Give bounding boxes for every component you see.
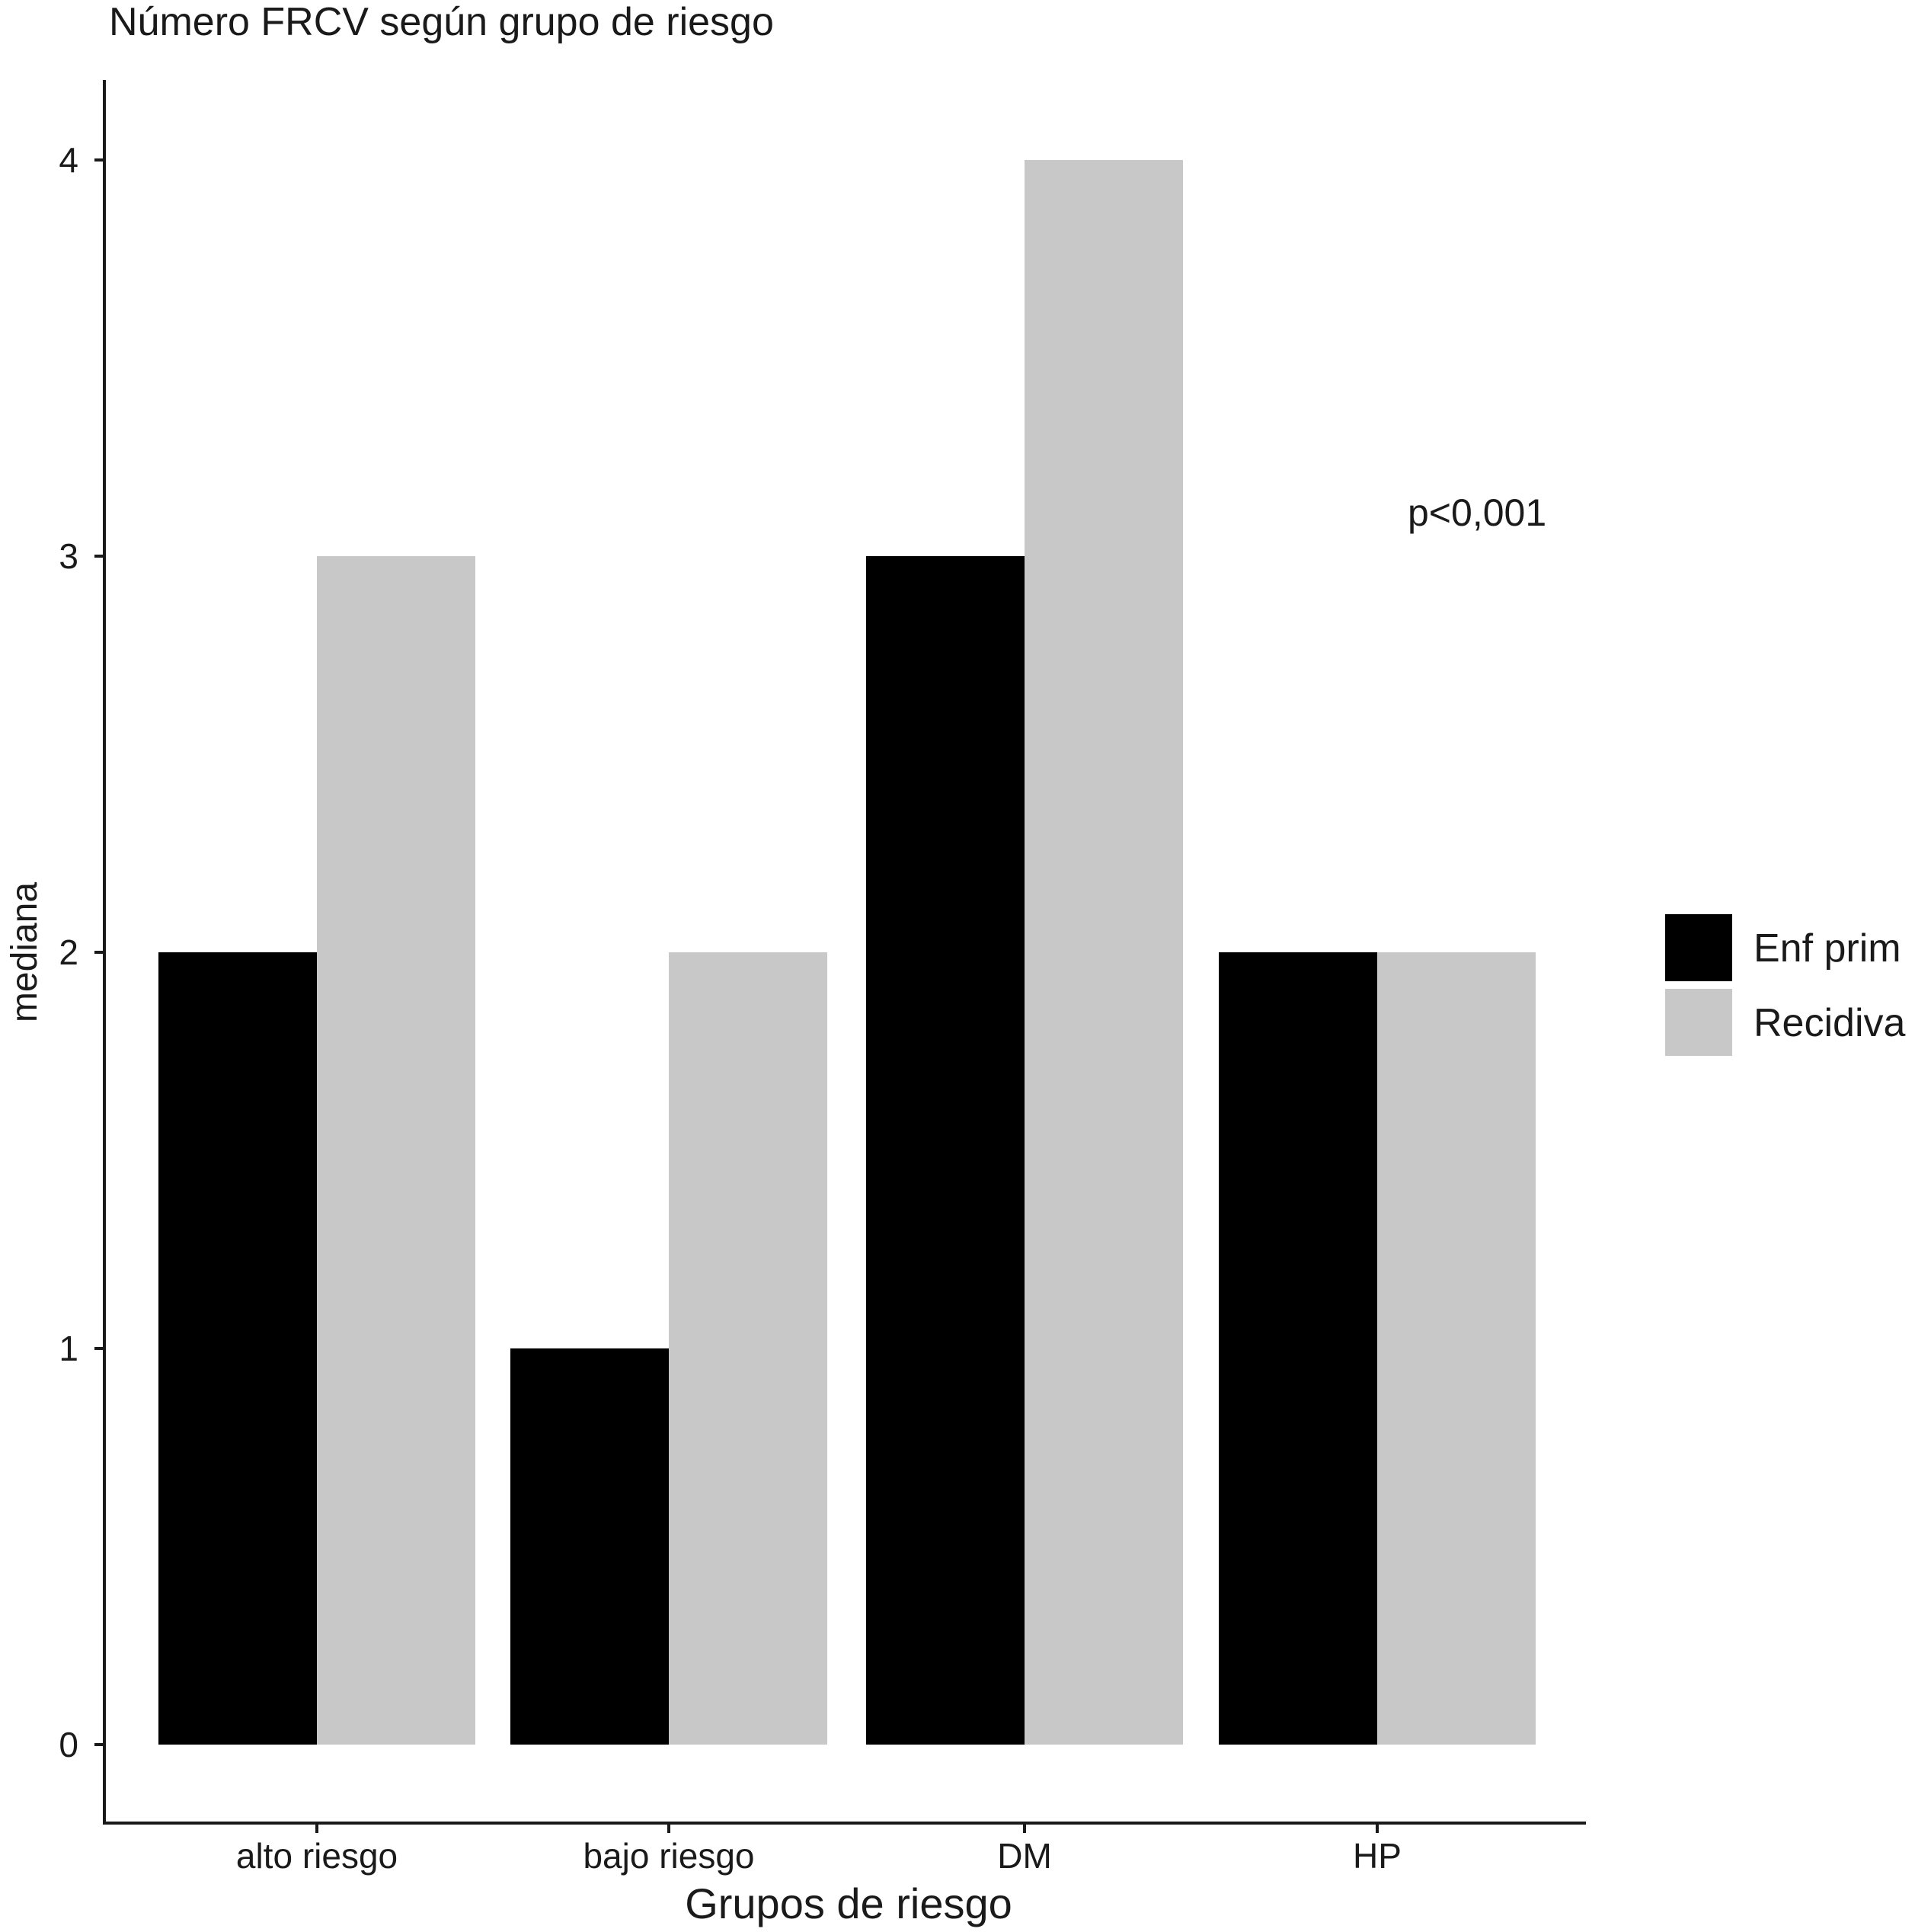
x-tick-label: bajo riesgo <box>583 1836 754 1876</box>
y-tick-label: 0 <box>59 1725 78 1764</box>
bar-alto-riesgo-enf-prim <box>158 952 317 1745</box>
bar-dm-recidiva <box>1025 160 1183 1745</box>
x-tick-label: alto riesgo <box>236 1836 398 1876</box>
y-tick-label: 2 <box>59 932 78 972</box>
bar-bajo-riesgo-recidiva <box>669 952 827 1745</box>
legend-key-enf-prim <box>1665 914 1732 981</box>
y-tick-label: 4 <box>59 140 78 180</box>
y-axis-label: mediana <box>5 882 45 1022</box>
bar-hp-recidiva <box>1377 952 1536 1745</box>
y-tick-label: 1 <box>59 1329 78 1368</box>
x-axis-label: Grupos de riesgo <box>685 1879 1012 1927</box>
bar-bajo-riesgo-enf-prim <box>510 1348 669 1745</box>
legend: Enf prim Recidiva <box>1665 914 1905 1056</box>
legend-label: Recidiva <box>1754 1001 1905 1045</box>
legend-key-recidiva <box>1665 989 1732 1056</box>
p-value-annotation: p<0,001 <box>1408 491 1546 534</box>
chart-title: Número FRCV según grupo de riesgo <box>109 0 774 44</box>
bar-dm-enf-prim <box>866 556 1025 1745</box>
bar-hp-enf-prim <box>1219 952 1377 1745</box>
bar-alto-riesgo-recidiva <box>317 556 475 1745</box>
y-tick-label: 3 <box>59 536 78 576</box>
x-tick-label: HP <box>1353 1836 1402 1876</box>
y-axis-ticks: 0 1 2 3 4 <box>59 140 104 1764</box>
x-tick-label: DM <box>997 1836 1052 1876</box>
x-axis-ticks: alto riesgo bajo riesgo DM HP <box>236 1823 1402 1876</box>
legend-label: Enf prim <box>1754 926 1901 971</box>
bars <box>158 160 1536 1745</box>
